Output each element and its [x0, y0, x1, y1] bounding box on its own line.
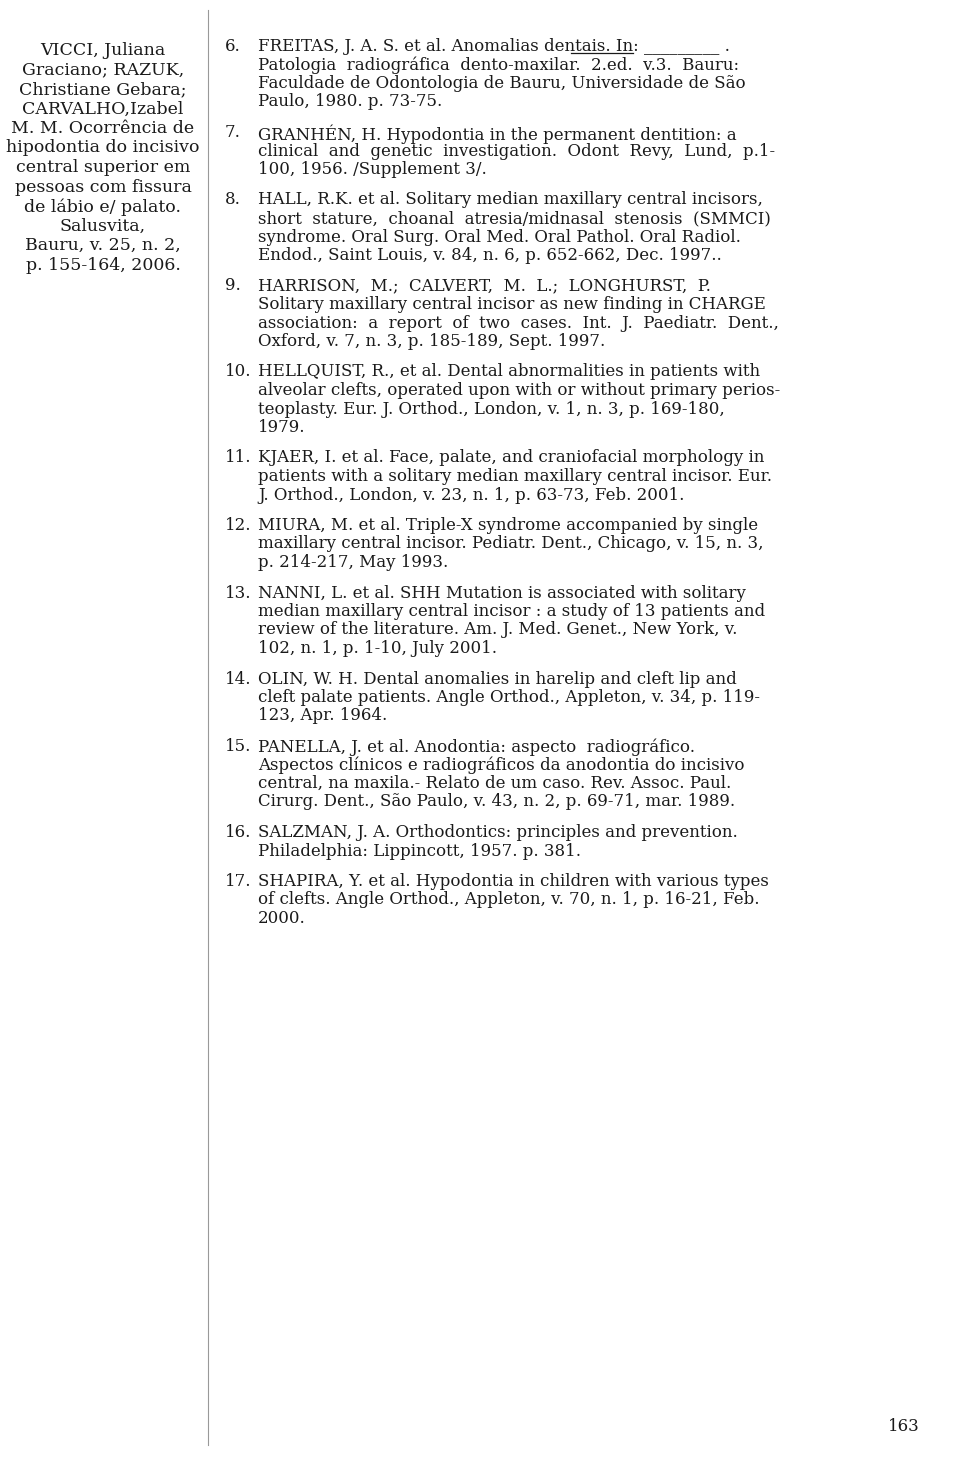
Text: NANNI, L. et al. SHH Mutation is associated with solitary: NANNI, L. et al. SHH Mutation is associa… — [258, 585, 746, 602]
Text: pessoas com fissura: pessoas com fissura — [14, 179, 191, 195]
Text: short  stature,  choanal  atresia/midnasal  stenosis  (SMMCI): short stature, choanal atresia/midnasal … — [258, 209, 771, 227]
Text: central, na maxila.- Relato de um caso. Rev. Assoc. Paul.: central, na maxila.- Relato de um caso. … — [258, 775, 732, 793]
Text: Salusvita,: Salusvita, — [60, 217, 146, 234]
Text: Aspectos clínicos e radiográficos da anodontia do incisivo: Aspectos clínicos e radiográficos da ano… — [258, 756, 745, 774]
Text: Solitary maxillary central incisor as new finding in CHARGE: Solitary maxillary central incisor as ne… — [258, 296, 766, 314]
Text: HALL, R.K. et al. Solitary median maxillary central incisors,: HALL, R.K. et al. Solitary median maxill… — [258, 192, 763, 208]
Text: Faculdade de Odontologia de Bauru, Universidade de São: Faculdade de Odontologia de Bauru, Unive… — [258, 75, 746, 92]
Text: 2000.: 2000. — [258, 910, 305, 927]
Text: 1979.: 1979. — [258, 419, 305, 437]
Text: hipodontia do incisivo: hipodontia do incisivo — [7, 139, 200, 157]
Text: 16.: 16. — [225, 823, 252, 841]
Text: HARRISON,  M.;  CALVERT,  M.  L.;  LONGHURST,  P.: HARRISON, M.; CALVERT, M. L.; LONGHURST,… — [258, 277, 710, 294]
Text: p. 155-164, 2006.: p. 155-164, 2006. — [26, 256, 180, 274]
Text: association:  a  report  of  two  cases.  Int.  J.  Paediatr.  Dent.,: association: a report of two cases. Int.… — [258, 315, 779, 331]
Text: GRANHÉN, H. Hypodontia in the permanent dentition: a: GRANHÉN, H. Hypodontia in the permanent … — [258, 125, 736, 144]
Text: SALZMAN, J. A. Orthodontics: principles and prevention.: SALZMAN, J. A. Orthodontics: principles … — [258, 823, 737, 841]
Text: 14.: 14. — [225, 671, 252, 687]
Text: M. M. Ocorrência de: M. M. Ocorrência de — [12, 120, 195, 138]
Text: Philadelphia: Lippincott, 1957. p. 381.: Philadelphia: Lippincott, 1957. p. 381. — [258, 842, 581, 860]
Text: 7.: 7. — [225, 125, 241, 141]
Text: cleft palate patients. Angle Orthod., Appleton, v. 34, p. 119-: cleft palate patients. Angle Orthod., Ap… — [258, 689, 760, 706]
Text: teoplasty. Eur. J. Orthod., London, v. 1, n. 3, p. 169-180,: teoplasty. Eur. J. Orthod., London, v. 1… — [258, 400, 725, 418]
Text: KJAER, I. et al. Face, palate, and craniofacial morphology in: KJAER, I. et al. Face, palate, and crani… — [258, 450, 764, 466]
Text: syndrome. Oral Surg. Oral Med. Oral Pathol. Oral Radiol.: syndrome. Oral Surg. Oral Med. Oral Path… — [258, 229, 741, 246]
Text: SHAPIRA, Y. et al. Hypodontia in children with various types: SHAPIRA, Y. et al. Hypodontia in childre… — [258, 873, 769, 891]
Text: 163: 163 — [888, 1418, 920, 1436]
Text: 10.: 10. — [225, 363, 252, 381]
Text: 6.: 6. — [225, 38, 241, 56]
Text: median maxillary central incisor : a study of 13 patients and: median maxillary central incisor : a stu… — [258, 604, 765, 620]
Text: 12.: 12. — [225, 517, 252, 535]
Text: 8.: 8. — [225, 192, 241, 208]
Text: maxillary central incisor. Pediatr. Dent., Chicago, v. 15, n. 3,: maxillary central incisor. Pediatr. Dent… — [258, 536, 763, 552]
Text: Cirurg. Dent., São Paulo, v. 43, n. 2, p. 69-71, mar. 1989.: Cirurg. Dent., São Paulo, v. 43, n. 2, p… — [258, 794, 735, 810]
Text: Bauru, v. 25, n. 2,: Bauru, v. 25, n. 2, — [25, 237, 180, 253]
Text: CARVALHO,Izabel: CARVALHO,Izabel — [22, 101, 183, 117]
Text: review of the literature. Am. J. Med. Genet., New York, v.: review of the literature. Am. J. Med. Ge… — [258, 621, 737, 639]
Text: clinical  and  genetic  investigation.  Odont  Revy,  Lund,  p.1-: clinical and genetic investigation. Odon… — [258, 142, 775, 160]
Text: 102, n. 1, p. 1-10, July 2001.: 102, n. 1, p. 1-10, July 2001. — [258, 640, 497, 656]
Text: Oxford, v. 7, n. 3, p. 185-189, Sept. 1997.: Oxford, v. 7, n. 3, p. 185-189, Sept. 19… — [258, 333, 605, 350]
Text: HELLQUIST, R., et al. Dental abnormalities in patients with: HELLQUIST, R., et al. Dental abnormaliti… — [258, 363, 760, 381]
Text: 15.: 15. — [225, 738, 252, 754]
Text: central superior em: central superior em — [15, 160, 190, 176]
Text: alveolar clefts, operated upon with or without primary perios-: alveolar clefts, operated upon with or w… — [258, 382, 780, 398]
Text: FREITAS, J. A. S. et al. Anomalias dentais. In: _________ .: FREITAS, J. A. S. et al. Anomalias denta… — [258, 38, 730, 56]
Text: Paulo, 1980. p. 73-75.: Paulo, 1980. p. 73-75. — [258, 94, 443, 110]
Text: Patologia  radiográfica  dento-maxilar.  2.ed.  v.3.  Bauru:: Patologia radiográfica dento-maxilar. 2.… — [258, 57, 739, 75]
Text: 100, 1956. /Supplement 3/.: 100, 1956. /Supplement 3/. — [258, 161, 487, 179]
Text: Endod., Saint Louis, v. 84, n. 6, p. 652-662, Dec. 1997..: Endod., Saint Louis, v. 84, n. 6, p. 652… — [258, 248, 722, 264]
Text: PANELLA, J. et al. Anodontia: aspecto  radiográfico.: PANELLA, J. et al. Anodontia: aspecto ra… — [258, 738, 695, 756]
Text: 17.: 17. — [225, 873, 252, 891]
Text: Christiane Gebara;: Christiane Gebara; — [19, 81, 187, 98]
Text: VICCI, Juliana: VICCI, Juliana — [40, 42, 166, 59]
Text: 13.: 13. — [225, 585, 252, 602]
Text: OLIN, W. H. Dental anomalies in harelip and cleft lip and: OLIN, W. H. Dental anomalies in harelip … — [258, 671, 736, 687]
Text: Graciano; RAZUK,: Graciano; RAZUK, — [22, 62, 184, 79]
Text: J. Orthod., London, v. 23, n. 1, p. 63-73, Feb. 2001.: J. Orthod., London, v. 23, n. 1, p. 63-7… — [258, 486, 684, 504]
Text: 9.: 9. — [225, 277, 241, 294]
Text: 123, Apr. 1964.: 123, Apr. 1964. — [258, 708, 387, 725]
Text: de lábio e/ palato.: de lábio e/ palato. — [25, 198, 181, 215]
Text: 11.: 11. — [225, 450, 252, 466]
Text: of clefts. Angle Orthod., Appleton, v. 70, n. 1, p. 16-21, Feb.: of clefts. Angle Orthod., Appleton, v. 7… — [258, 892, 759, 908]
Text: MIURA, M. et al. Triple-X syndrome accompanied by single: MIURA, M. et al. Triple-X syndrome accom… — [258, 517, 758, 535]
Text: patients with a solitary median maxillary central incisor. Eur.: patients with a solitary median maxillar… — [258, 467, 772, 485]
Text: p. 214-217, May 1993.: p. 214-217, May 1993. — [258, 554, 448, 571]
